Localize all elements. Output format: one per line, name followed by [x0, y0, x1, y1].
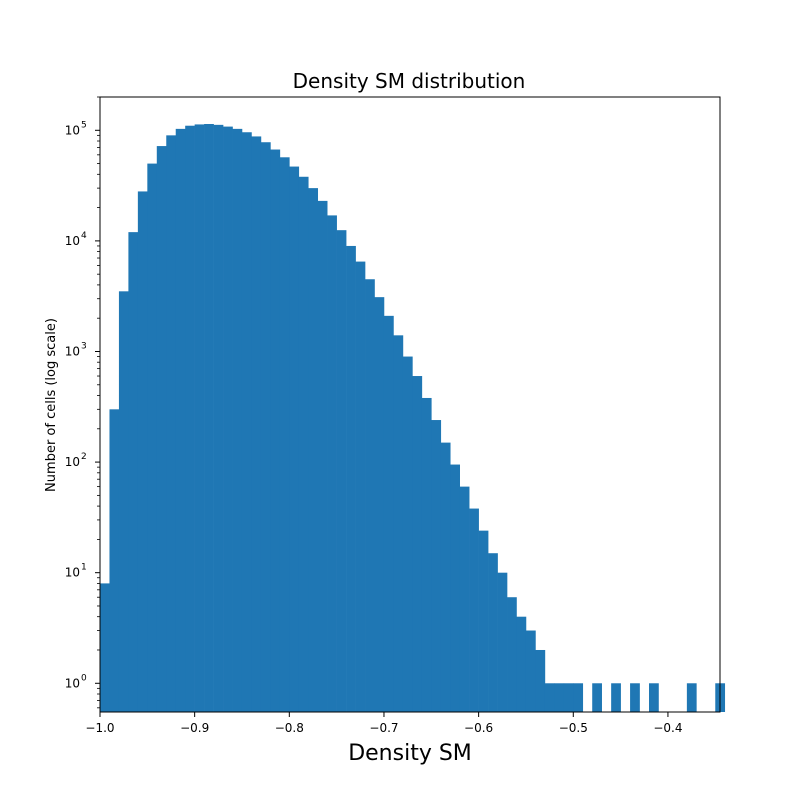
histogram-bar: [611, 683, 621, 712]
histogram-bar: [630, 683, 640, 712]
histogram-bar: [469, 508, 479, 712]
histogram-bar: [402, 356, 413, 712]
histogram-bar: [232, 128, 243, 712]
x-axis-label: Density SM: [348, 741, 472, 766]
histogram-bar: [327, 215, 337, 712]
x-tick-label: −0.7: [369, 721, 398, 735]
histogram-bar: [592, 683, 602, 712]
histogram-bar: [431, 420, 442, 712]
x-tick-label: −0.5: [559, 721, 588, 735]
histogram-bar: [383, 315, 394, 712]
histogram-bar: [365, 279, 375, 712]
y-tick-exponent: 3: [81, 341, 87, 351]
histogram-bar: [223, 126, 233, 713]
histogram-bar: [260, 142, 271, 713]
histogram-bar: [194, 124, 205, 713]
histogram-bar: [412, 376, 423, 712]
histogram-bar: [421, 397, 432, 712]
histogram-bar: [298, 176, 309, 712]
histogram-bar: [308, 188, 319, 712]
histogram-bar: [649, 683, 659, 712]
histogram-bar: [241, 132, 252, 712]
x-tick-label: −1.0: [85, 721, 114, 735]
histogram-bar: [478, 530, 489, 712]
histogram-bar: [346, 245, 356, 712]
x-tick-label: −0.8: [275, 721, 304, 735]
histogram-bar: [544, 683, 555, 712]
histogram-bar: [535, 649, 546, 712]
x-tick-label: −0.6: [464, 721, 493, 735]
y-tick-exponent: 1: [81, 563, 87, 573]
histogram-bar: [279, 157, 290, 713]
histogram-bar: [317, 200, 328, 712]
y-tick-label: 10: [65, 234, 80, 248]
histogram-bar: [213, 124, 224, 713]
histogram-bar: [450, 464, 460, 712]
histogram-bar: [147, 163, 158, 713]
histogram-bar: [686, 683, 697, 712]
histogram-bar: [100, 583, 110, 712]
histogram-bar: [175, 128, 186, 712]
histogram-bar: [497, 572, 508, 712]
histogram-bar: [374, 297, 385, 712]
y-tick-exponent: 4: [81, 231, 87, 241]
y-axis-label: Number of cells (log scale): [44, 318, 59, 492]
y-tick-exponent: 0: [81, 673, 87, 683]
histogram-bar: [507, 597, 517, 712]
chart-title: Density SM distribution: [293, 69, 526, 93]
histogram-bar: [336, 230, 347, 713]
histogram-bar: [289, 166, 300, 712]
histogram-bar: [185, 125, 195, 713]
histogram-bar: [355, 261, 366, 712]
histogram-bar: [204, 124, 214, 712]
y-tick-exponent: 2: [81, 452, 87, 462]
x-tick-label: −0.9: [180, 721, 209, 735]
y-tick-label: 10: [65, 676, 80, 690]
x-tick-label: −0.4: [653, 721, 682, 735]
y-tick-label: 10: [65, 455, 80, 469]
y-tick-label: 10: [65, 566, 80, 580]
histogram-bar: [488, 553, 498, 712]
bars-group: [100, 124, 726, 713]
plot-frame: [99, 96, 721, 713]
histogram-bar: [440, 442, 451, 712]
histogram-bar: [525, 630, 536, 712]
histogram-bar: [516, 616, 527, 712]
y-tick-label: 10: [65, 344, 80, 358]
histogram-bar: [109, 409, 120, 712]
histogram-bar: [459, 486, 470, 712]
histogram-bar: [573, 683, 584, 712]
histogram-bar: [393, 335, 404, 712]
histogram-bar: [554, 683, 565, 712]
histogram-bar: [128, 232, 139, 712]
histogram-bar: [156, 146, 167, 712]
histogram-bar: [137, 191, 148, 712]
histogram-bar: [563, 683, 574, 712]
histogram-bar: [118, 291, 129, 712]
histogram-bar: [270, 149, 281, 712]
y-tick-exponent: 5: [81, 120, 87, 130]
histogram-bar: [166, 135, 177, 713]
y-tick-label: 10: [65, 123, 80, 137]
histogram-bar: [251, 136, 262, 712]
